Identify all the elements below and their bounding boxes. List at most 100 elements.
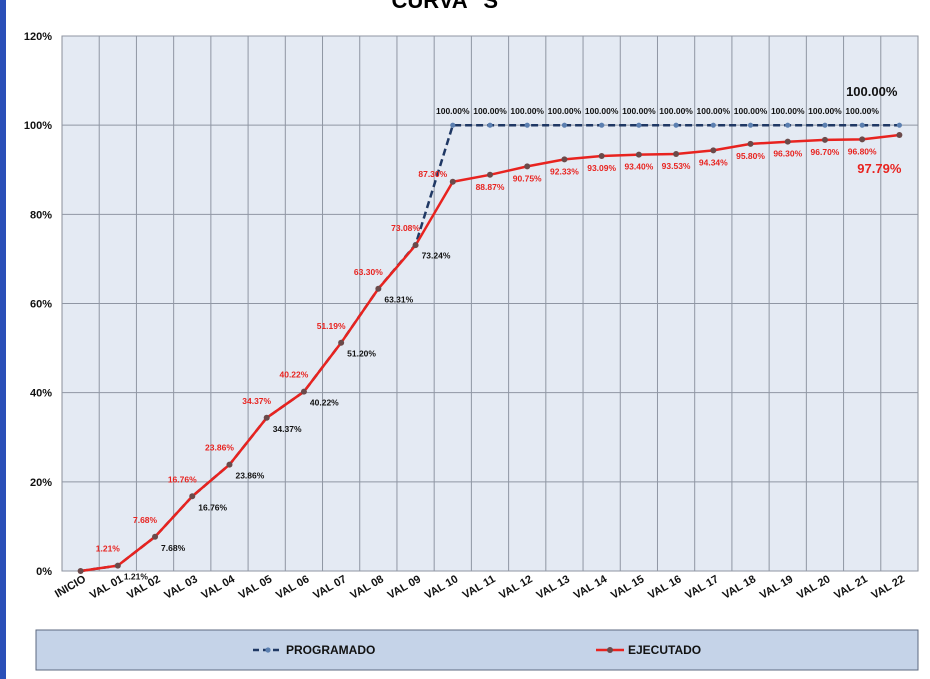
data-label-programado: 73.24% xyxy=(422,250,451,260)
data-label-ejecutado: 34.37% xyxy=(242,396,271,406)
data-label-programado: 100.00% xyxy=(846,84,898,99)
data-label-programado: 100.00% xyxy=(808,106,842,116)
data-label-ejecutado: 1.21% xyxy=(96,544,121,554)
x-tick-label: VAL 01 xyxy=(88,573,125,602)
x-tick-label: VAL 04 xyxy=(200,573,238,602)
x-tick-label: VAL 09 xyxy=(386,573,423,602)
point-ejecutado xyxy=(189,493,196,500)
data-label-programado: 100.00% xyxy=(548,106,582,116)
point-programado xyxy=(785,122,791,128)
point-programado xyxy=(450,122,456,128)
x-tick-label: VAL 08 xyxy=(348,573,385,602)
chart-title: CURVA "S" xyxy=(391,0,508,13)
data-label-programado: 100.00% xyxy=(585,106,619,116)
data-label-programado: 23.86% xyxy=(235,471,264,481)
point-programado xyxy=(710,122,716,128)
left-accent-bar xyxy=(0,0,6,679)
x-tick-label: INICIO xyxy=(53,573,88,600)
x-tick-label: VAL 06 xyxy=(274,573,311,602)
y-tick-label: 100% xyxy=(24,120,52,132)
point-programado xyxy=(487,122,493,128)
data-label-ejecutado: 51.19% xyxy=(317,321,346,331)
point-ejecutado xyxy=(412,242,419,249)
point-ejecutado xyxy=(449,178,456,185)
legend-label-programado: PROGRAMADO xyxy=(286,643,375,657)
legend-label-ejecutado: EJECUTADO xyxy=(628,643,701,657)
point-ejecutado xyxy=(784,138,791,145)
point-programado xyxy=(859,122,865,128)
point-ejecutado xyxy=(673,151,680,158)
point-ejecutado xyxy=(300,388,307,395)
point-ejecutado xyxy=(226,461,233,468)
legend-marker-ejecutado xyxy=(607,647,613,653)
point-ejecutado xyxy=(859,136,866,143)
point-ejecutado xyxy=(821,136,828,143)
data-label-programado: 100.00% xyxy=(622,106,656,116)
point-programado xyxy=(636,122,642,128)
data-label-ejecutado: 93.09% xyxy=(587,163,616,173)
x-tick-label: VAL 11 xyxy=(461,573,498,601)
data-label-ejecutado: 92.33% xyxy=(550,166,579,176)
data-label-programado: 100.00% xyxy=(771,106,805,116)
point-ejecutado xyxy=(524,163,531,170)
x-tick-label: VAL 12 xyxy=(497,573,534,602)
point-ejecutado xyxy=(598,152,605,159)
data-label-ejecutado: 73.08% xyxy=(391,223,420,233)
point-programado xyxy=(599,122,605,128)
point-programado xyxy=(822,122,828,128)
data-label-programado: 100.00% xyxy=(436,106,470,116)
data-label-programado: 1.21% xyxy=(124,572,149,582)
data-label-ejecutado: 23.86% xyxy=(205,443,234,453)
data-label-ejecutado: 90.75% xyxy=(513,173,542,183)
data-label-programado: 100.00% xyxy=(697,106,731,116)
data-label-ejecutado: 7.68% xyxy=(133,515,158,525)
x-tick-label: VAL 20 xyxy=(795,573,832,602)
x-tick-label: VAL 05 xyxy=(237,573,274,602)
point-ejecutado xyxy=(77,568,84,574)
point-ejecutado xyxy=(561,156,568,163)
legend-box xyxy=(35,629,919,671)
point-programado xyxy=(524,122,530,128)
point-programado xyxy=(561,122,568,128)
data-label-ejecutado: 97.79% xyxy=(857,161,902,176)
data-label-programado: 100.00% xyxy=(473,106,507,116)
point-ejecutado xyxy=(114,562,121,569)
data-label-ejecutado: 95.80% xyxy=(736,151,765,161)
data-label-programado: 51.20% xyxy=(347,349,376,359)
point-ejecutado xyxy=(635,151,642,158)
point-programado xyxy=(673,122,679,128)
point-ejecutado xyxy=(747,140,754,147)
y-tick-label: 60% xyxy=(30,299,52,311)
x-tick-label: VAL 22 xyxy=(869,573,906,602)
x-tick-label: VAL 16 xyxy=(646,573,683,602)
data-label-programado: 100.00% xyxy=(845,106,879,116)
x-tick-label: VAL 03 xyxy=(162,573,199,602)
data-label-programado: 34.37% xyxy=(273,424,302,434)
data-label-ejecutado: 93.53% xyxy=(662,161,691,171)
data-label-ejecutado: 88.87% xyxy=(476,182,505,192)
x-tick-label: VAL 10 xyxy=(423,573,460,602)
data-label-ejecutado: 94.34% xyxy=(699,157,728,167)
data-label-ejecutado: 16.76% xyxy=(168,474,197,484)
data-label-programado: 16.76% xyxy=(198,502,227,512)
x-tick-label: VAL 17 xyxy=(683,573,720,602)
data-label-programado: 100.00% xyxy=(659,106,693,116)
data-label-ejecutado: 96.30% xyxy=(773,149,802,159)
x-tick-label: VAL 07 xyxy=(311,573,348,602)
data-label-ejecutado: 87.30% xyxy=(418,169,447,179)
data-label-programado: 40.22% xyxy=(310,398,339,408)
x-tick-label: VAL 13 xyxy=(535,573,572,602)
point-programado xyxy=(896,122,902,128)
y-tick-label: 40% xyxy=(30,388,52,400)
data-label-programado: 100.00% xyxy=(734,106,768,116)
data-label-ejecutado: 40.22% xyxy=(279,370,308,380)
data-label-ejecutado: 63.30% xyxy=(354,267,383,277)
point-ejecutado xyxy=(263,414,270,421)
x-tick-label: VAL 18 xyxy=(721,573,758,602)
data-label-ejecutado: 96.80% xyxy=(848,146,877,156)
data-label-programado: 63.31% xyxy=(384,295,413,305)
x-tick-label: VAL 15 xyxy=(609,573,646,602)
data-label-ejecutado: 96.70% xyxy=(811,147,840,157)
point-ejecutado xyxy=(896,132,903,139)
